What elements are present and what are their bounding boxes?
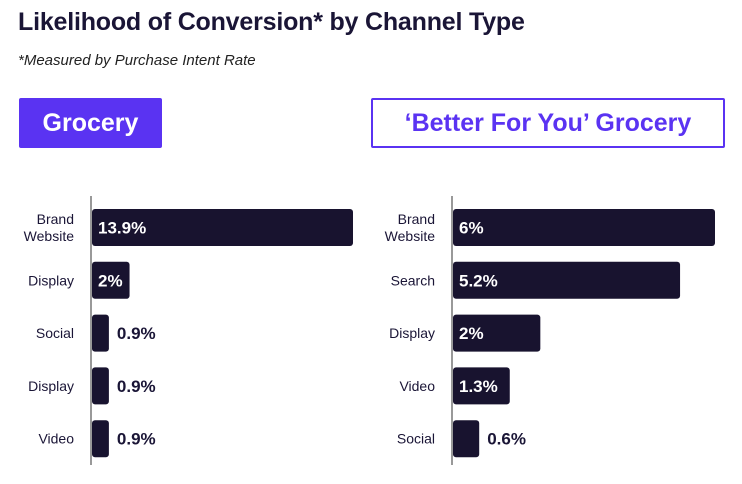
page-subtitle: *Measured by Purchase Intent Rate — [18, 52, 256, 69]
value-label: 5.2% — [459, 271, 498, 290]
bar — [92, 209, 353, 246]
category-label: Search — [391, 272, 435, 288]
tab-better-for-you-grocery[interactable]: ‘Better For You’ Grocery — [371, 98, 725, 148]
value-label: 0.9% — [117, 377, 156, 396]
better-for-you-chart: Brand Website 6% Search 5.2% Display 2% Video 1.… — [385, 196, 715, 465]
value-label: 0.6% — [487, 430, 526, 449]
category-label: Display — [28, 272, 74, 288]
tab-grocery[interactable]: Grocery — [19, 98, 162, 148]
bar — [453, 420, 480, 458]
value-label: 13.9% — [98, 219, 146, 238]
bar — [453, 209, 715, 246]
bar — [453, 261, 681, 299]
value-label: 6% — [459, 219, 484, 238]
bar — [92, 314, 109, 352]
bar — [453, 367, 510, 405]
grocery-chart: Brand Website 13.9% Display 2% Social 0.9% Disp… — [24, 196, 353, 465]
category-label: Brand Website — [24, 211, 75, 244]
value-label: 2% — [459, 324, 484, 343]
bar — [92, 420, 109, 458]
value-label: 0.9% — [117, 324, 156, 343]
category-label: Video — [399, 378, 435, 394]
bar — [92, 261, 130, 299]
bar — [453, 314, 541, 352]
category-label: Video — [38, 431, 74, 447]
category-label: Display — [28, 378, 74, 394]
value-label: 0.9% — [117, 430, 156, 449]
category-label: Display — [389, 325, 435, 341]
category-label: Social — [36, 325, 74, 341]
value-label: 1.3% — [459, 377, 498, 396]
value-label: 2% — [98, 271, 123, 290]
bar — [92, 367, 109, 405]
category-label: Social — [397, 431, 435, 447]
category-label: Brand Website — [385, 211, 436, 244]
page-title: Likelihood of Conversion* by Channel Typ… — [18, 8, 525, 36]
